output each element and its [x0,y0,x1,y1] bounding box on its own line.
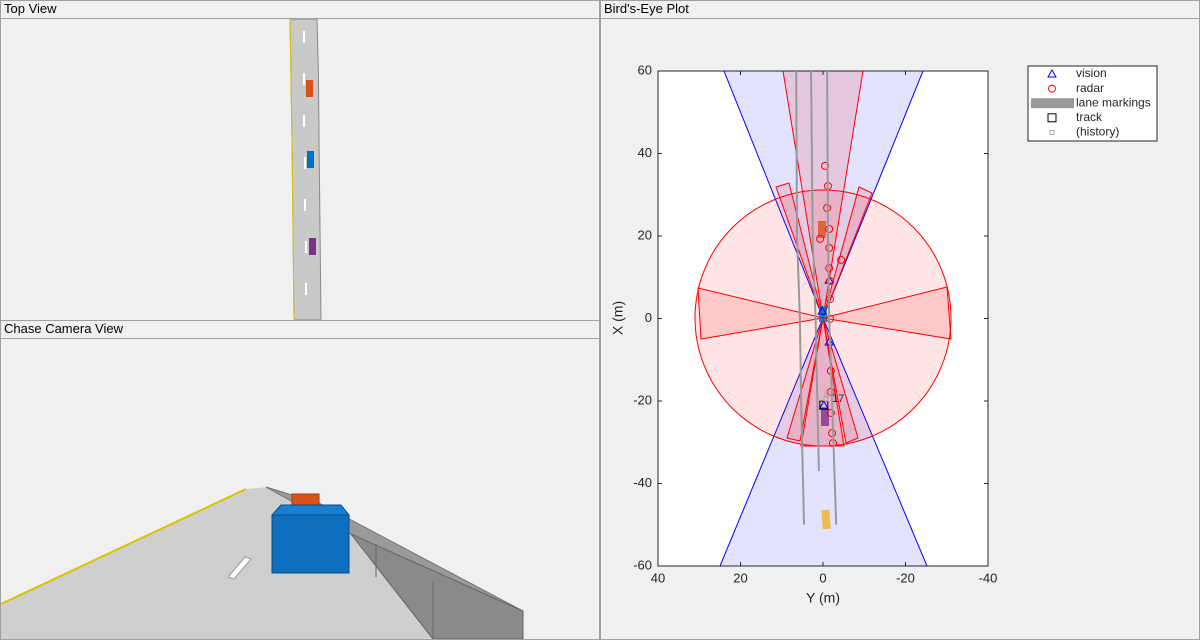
y-tick-label: 40 [638,145,652,160]
legend-swatch [1049,129,1055,135]
vehicle [821,509,831,530]
x-tick-label: -40 [979,570,998,585]
radar-detection [826,295,835,304]
y-tick-label: 60 [638,62,652,77]
lane-edge [1,488,247,605]
track-history [824,391,830,397]
radar-detection [816,234,825,243]
vehicle [291,493,320,507]
x-axis-label: Y (m) [806,590,840,606]
legend-label: vision [1076,66,1107,80]
birds-eye-chart: Y (m) X (m) 40 20 0 -20 -40 -60 -40 -20 0 20 40 60 v… [610,62,1158,606]
radar-coverage [822,286,952,340]
y-tick-label: -40 [633,475,652,490]
x-tick-label: -20 [896,570,915,585]
y-tick-label: -20 [633,392,652,407]
birds-eye-panel: Bird's-Eye Plot [600,0,1200,640]
track-history [823,396,829,402]
y-tick-label: 20 [638,227,652,242]
legend-label: lane markings [1076,95,1151,109]
panel-title: Chase Camera View [1,321,599,339]
panel-title: Top View [1,1,599,19]
chase-view-scene [1,486,524,639]
vehicle-top [270,504,351,516]
vehicle [309,238,316,255]
road [1,487,433,639]
radar-detection [837,255,846,264]
road [289,19,322,320]
vehicle [306,80,313,97]
vehicle [307,151,314,168]
legend-swatch [1031,98,1074,109]
barrier [350,533,524,639]
top-view-scene [289,19,322,320]
legend-swatch [1048,84,1056,93]
vehicle [818,221,826,238]
radar-detection [826,408,835,417]
panel-title: Bird's-Eye Plot [601,1,1199,19]
radar-detection [826,276,835,285]
legend-label: radar [1076,81,1104,95]
x-tick-label: 40 [651,570,665,585]
vehicle [821,409,829,426]
vision-detection [818,400,829,409]
legend-label: (history) [1076,125,1119,139]
legend-swatch [1047,113,1057,123]
y-axis-label: X (m) [610,301,626,335]
plot-group: Y (m) X (m) 40 20 0 -20 -40 -60 -40 -20 0 20 40 60 v… [610,62,1158,606]
track-label: 17 [832,393,844,405]
y-tick-label: -60 [633,557,652,572]
vision-detection [817,306,828,315]
radar-detection [825,224,834,233]
legend-swatch [1047,68,1057,78]
radar-coverage [697,287,824,340]
ego-vehicle [271,514,350,574]
radar-detection [825,243,834,252]
lane-dash [227,556,252,580]
radar-coverage [822,186,873,319]
radar-coverage [775,182,824,319]
legend-label: track [1076,110,1103,124]
x-tick-label: 0 [819,570,826,585]
x-tick-label: 20 [733,570,747,585]
lane-edge [289,19,295,320]
radar-coverage [786,317,824,442]
chase-view-panel: Chase Camera View [0,320,600,640]
top-view-panel: Top View [0,0,600,321]
lane-dashes [303,31,307,295]
lane-marking [795,70,838,525]
y-tick-label: 0 [645,310,652,325]
radar-coverage [822,317,859,444]
